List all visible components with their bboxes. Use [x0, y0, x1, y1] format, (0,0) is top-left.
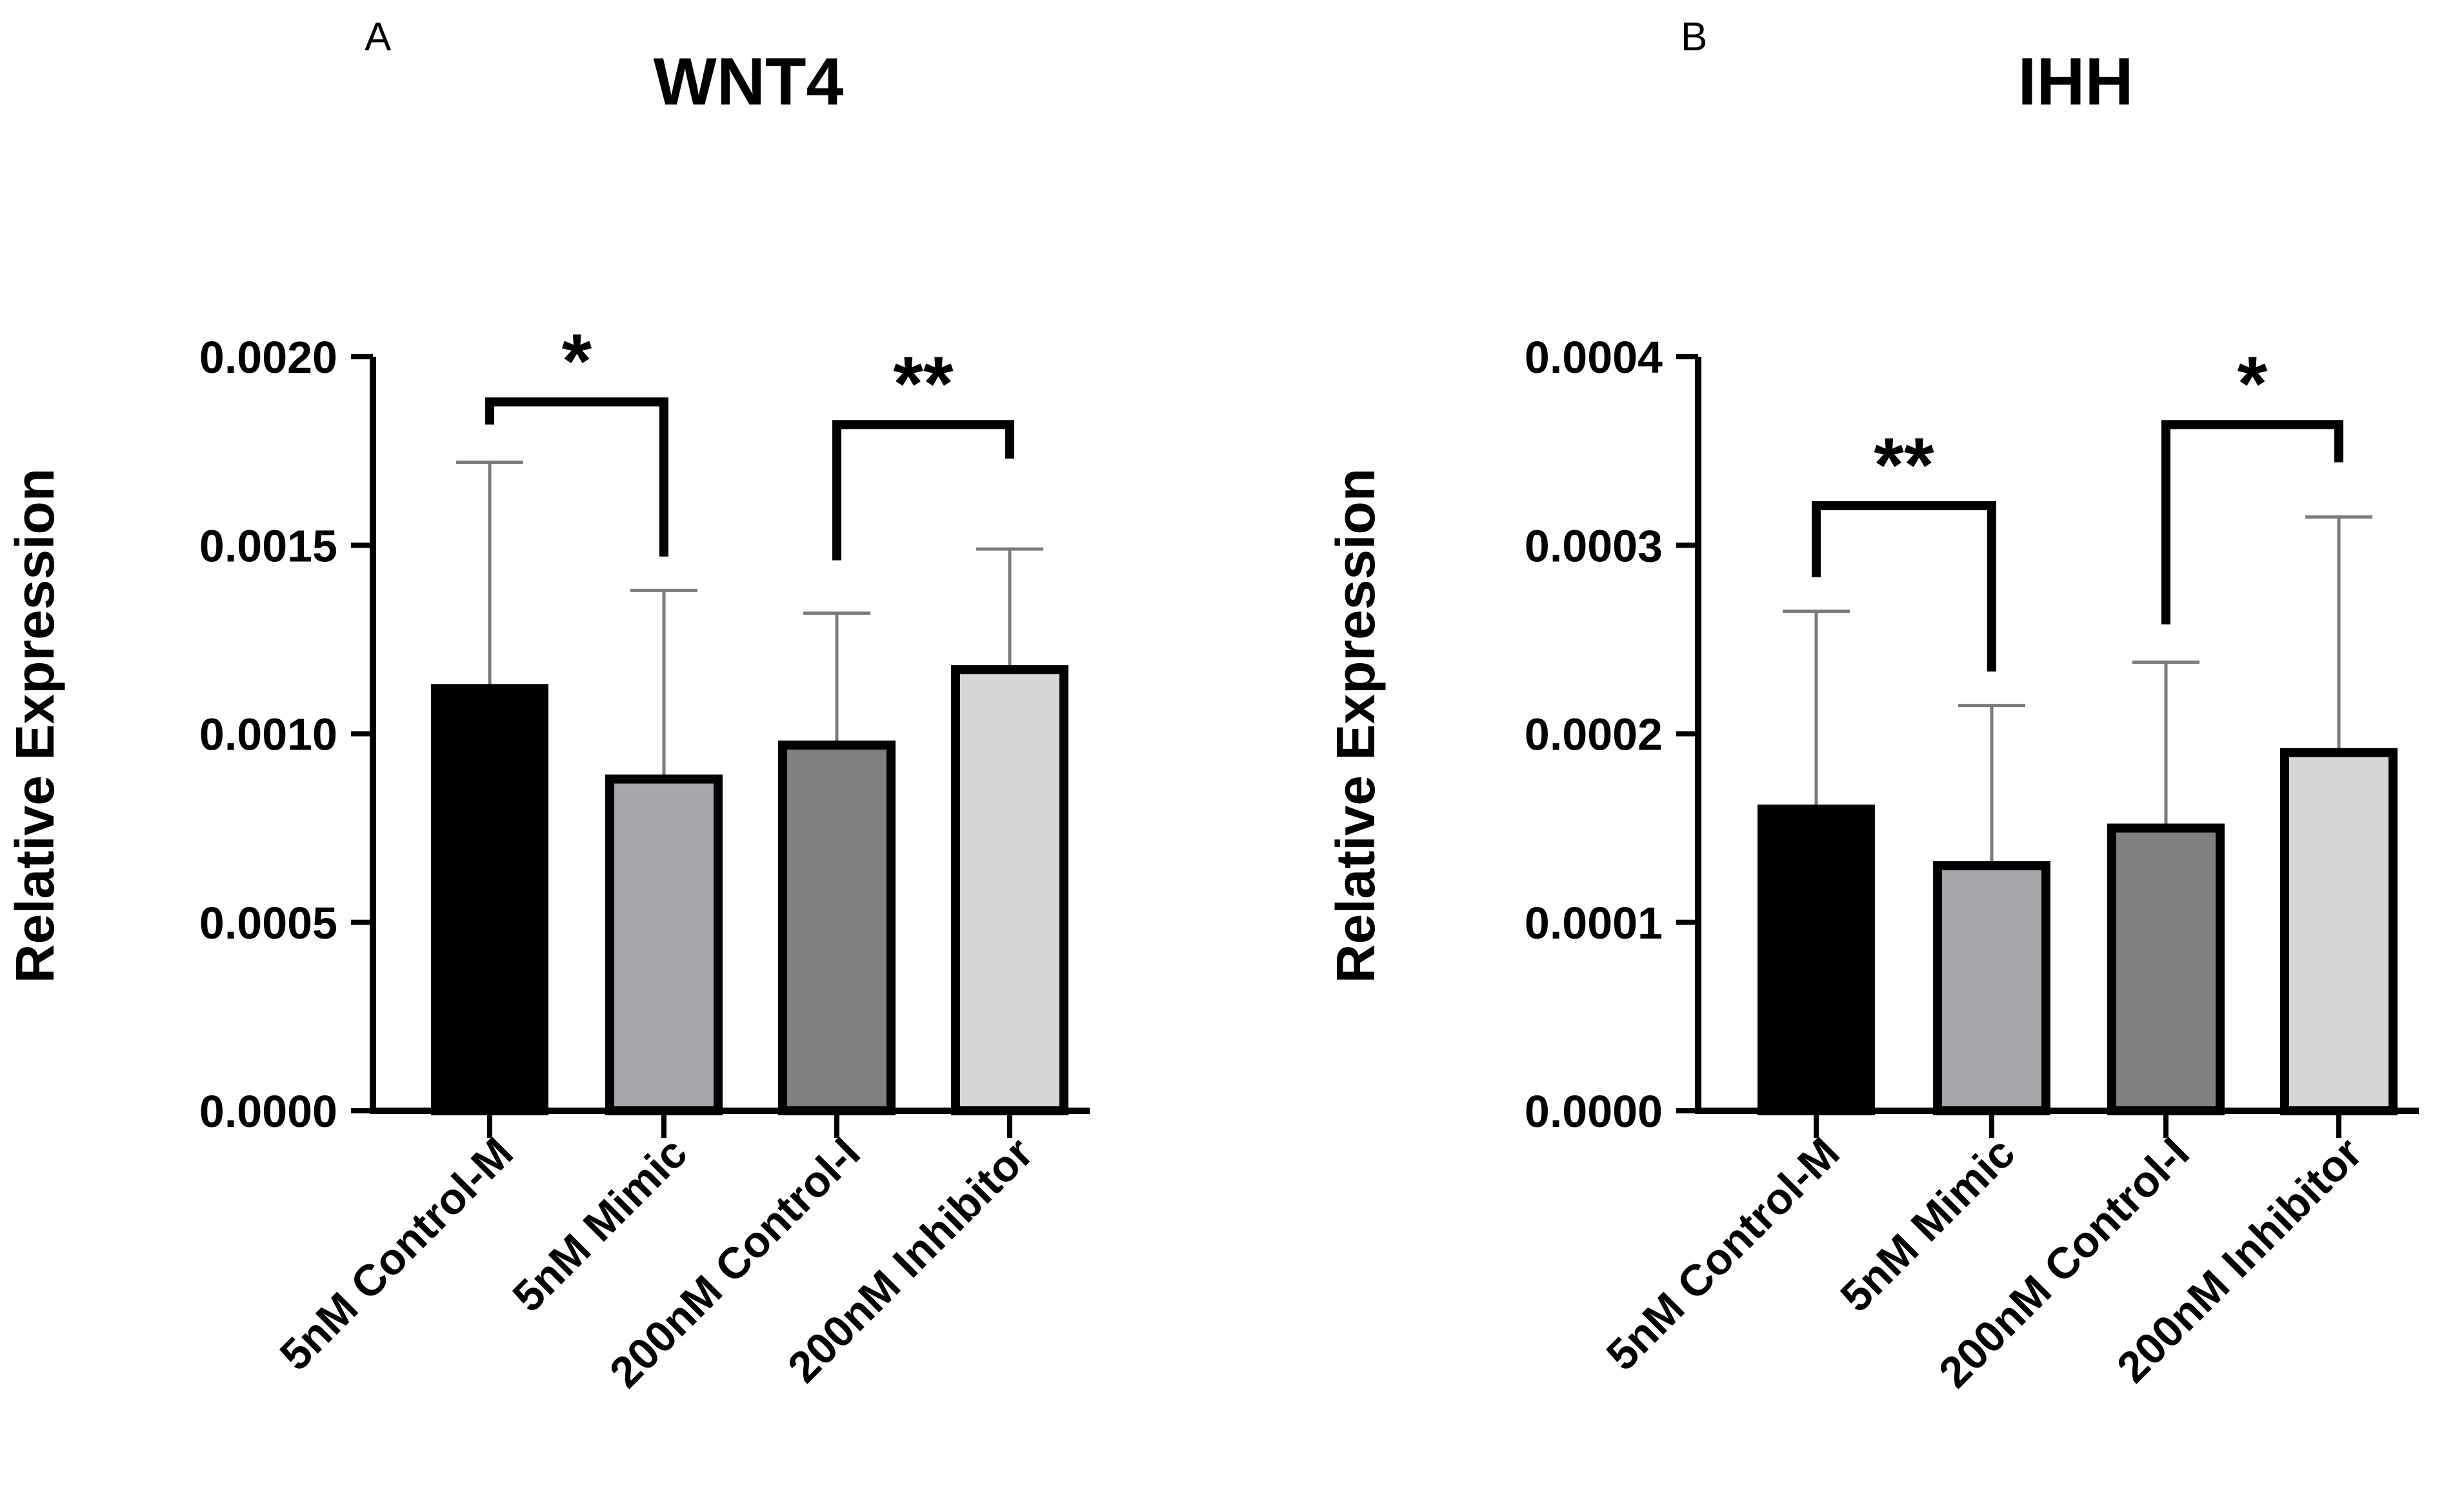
bar-200nm-control-i: [2107, 823, 2225, 1115]
significance-label: *: [562, 318, 592, 404]
chart-title-ihh: IHH: [2018, 45, 2133, 119]
y-tick-label: 0.0020: [199, 332, 337, 383]
x-category-label: 5nM Mimic: [1831, 1128, 2025, 1322]
y-tick-label: 0.0002: [1525, 710, 1663, 760]
bar-5nm-control-m: [431, 684, 548, 1115]
x-category-label: 5nM Control-M: [270, 1128, 522, 1380]
significance-label: *: [2238, 341, 2268, 427]
y-tick-label: 0.0000: [1525, 1086, 1663, 1137]
y-axis-label-a: Relative Expression: [5, 468, 65, 983]
y-axis-label-b: Relative Expression: [1325, 468, 1386, 983]
significance-label: **: [893, 341, 954, 427]
bar-200nm-inhibitor: [2280, 748, 2398, 1115]
axes-a: 0.0000 0.0005 0.0010 0.0015 0.0020 5nM Contro…: [199, 318, 1090, 1397]
y-tick-label: 0.0005: [199, 898, 337, 948]
bar-200nm-inhibitor: [951, 665, 1068, 1115]
panel-b: B IHH Relative Expression 0.00000.00010.…: [1325, 15, 2419, 1397]
panel-letter-a: A: [365, 15, 392, 59]
y-tick-label: 0.0015: [199, 521, 337, 571]
y-tick-label: 0.0001: [1525, 898, 1663, 948]
x-category-label: 5nM Mimic: [503, 1128, 697, 1322]
bar-5nm-mimic: [1933, 861, 2050, 1115]
significance-bracket: [1812, 501, 1996, 672]
bar-5nm-mimic: [605, 774, 723, 1115]
axes-b: 0.0000 0.0001 0.0002 0.0003 0.0004 5nM Contro…: [1525, 332, 2419, 1397]
panel-letter-b: B: [1681, 15, 1707, 59]
significance-bracket: [832, 420, 1014, 561]
bar-5nm-control-m: [1758, 804, 1875, 1116]
y-tick-label: 0.0010: [199, 710, 337, 760]
significance-bracket: [2161, 420, 2343, 624]
significance-label: **: [1874, 422, 1934, 508]
x-category-label: 5nM Control-M: [1597, 1128, 1848, 1380]
y-tick-label: 0.0000: [199, 1086, 337, 1137]
y-tick-label: 0.0004: [1525, 332, 1663, 383]
panel-a: A WNT4 Relative Expression 0.00000.00050…: [5, 15, 1090, 1397]
significance-bracket: [485, 397, 668, 557]
y-tick-label: 0.0003: [1525, 521, 1663, 571]
bar-200nm-control-i: [778, 741, 896, 1116]
chart-title-wnt4: WNT4: [654, 45, 844, 119]
